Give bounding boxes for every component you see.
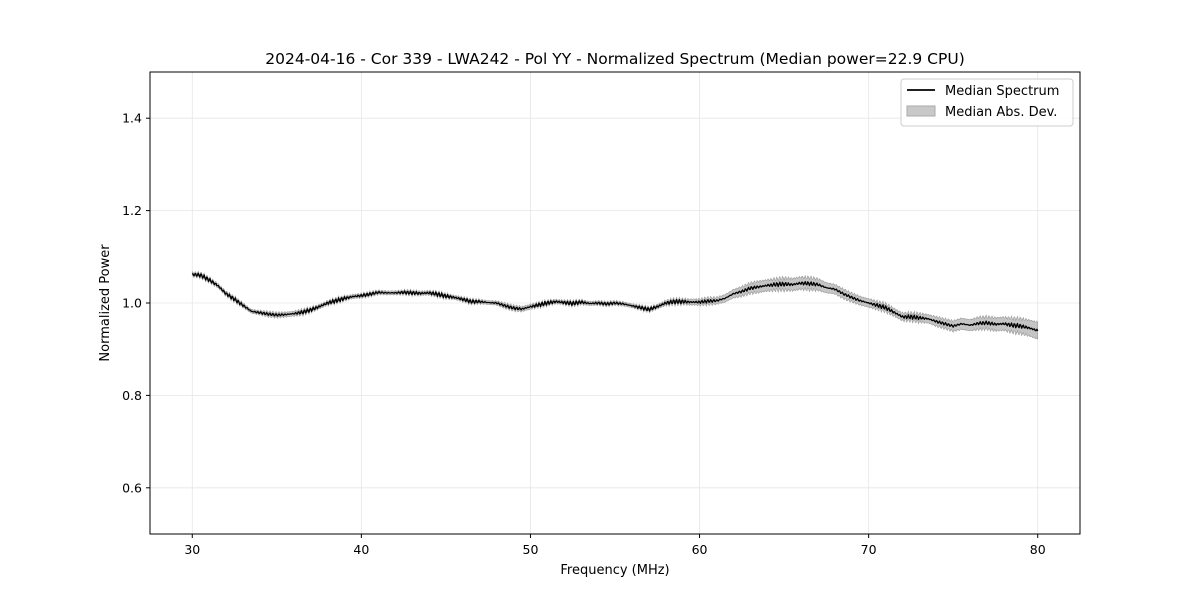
x-tick-label: 50: [523, 542, 539, 557]
y-tick-label: 1.4: [122, 111, 142, 126]
x-tick-label: 80: [1030, 542, 1046, 557]
x-axis-ticks: 30 40 50 60 70 80: [184, 534, 1046, 557]
y-axis-label: Normalized Power: [98, 244, 113, 362]
legend-mad-swatch: [906, 105, 936, 117]
legend: Median Spectrum Median Abs. Dev.: [900, 78, 1074, 127]
x-axis-label: Frequency (MHz): [560, 563, 669, 578]
legend-median-label: Median Spectrum: [945, 84, 1059, 99]
x-tick-label: 70: [861, 542, 877, 557]
legend-box: [900, 78, 1074, 127]
x-tick-label: 40: [353, 542, 369, 557]
legend-mad-label: Median Abs. Dev.: [945, 105, 1057, 120]
y-axis-ticks: 0.6 0.8 1.0 1.2 1.4: [122, 111, 150, 495]
y-tick-label: 0.6: [122, 480, 142, 495]
median-spectrum-line: [191, 272, 1039, 332]
median-line-layer: [191, 272, 1039, 332]
y-tick-label: 1.2: [122, 203, 142, 218]
y-tick-label: 0.8: [122, 388, 142, 403]
x-tick-label: 60: [692, 542, 708, 557]
y-tick-label: 1.0: [122, 296, 142, 311]
chart-title: 2024-04-16 - Cor 339 - LWA242 - Pol YY -…: [265, 50, 965, 68]
x-tick-label: 30: [184, 542, 200, 557]
